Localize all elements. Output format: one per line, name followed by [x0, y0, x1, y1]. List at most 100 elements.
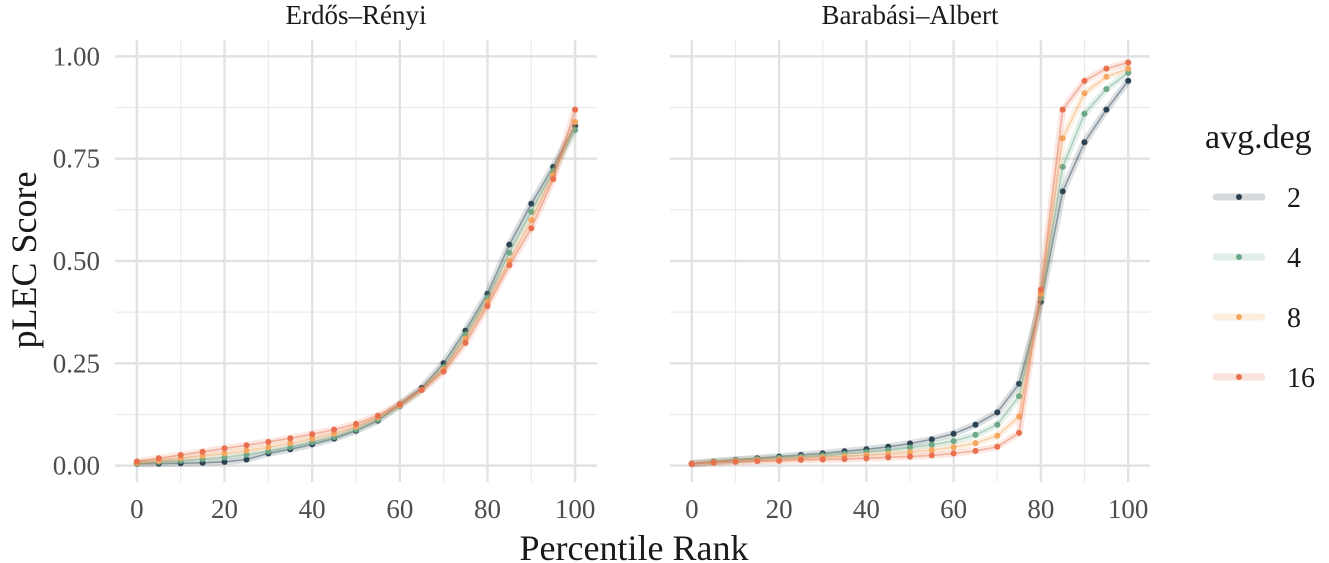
data-point	[243, 451, 250, 458]
data-point	[528, 217, 535, 224]
data-point	[1125, 65, 1132, 72]
legend-title: avg.deg	[1205, 119, 1312, 156]
data-point	[243, 447, 250, 454]
data-point	[484, 303, 491, 309]
data-point	[155, 455, 162, 462]
data-point	[177, 452, 184, 458]
legend: avg.deg 2 4 8 16	[1205, 119, 1315, 394]
data-point	[1081, 77, 1088, 84]
data-point	[484, 290, 491, 297]
x-tick-label: 20	[766, 494, 793, 524]
data-point	[221, 458, 228, 465]
data-point	[950, 450, 957, 457]
data-point	[950, 430, 957, 437]
legend-key-point	[1236, 374, 1242, 380]
data-point	[1037, 294, 1044, 301]
data-point	[506, 262, 513, 269]
y-tick-label: 0.50	[53, 246, 100, 276]
data-point	[1037, 286, 1044, 293]
data-point	[1103, 86, 1110, 93]
data-point	[1037, 290, 1044, 297]
data-point	[243, 456, 250, 463]
legend-key-point	[1236, 194, 1242, 200]
y-tick-label: 0.75	[53, 144, 100, 174]
data-point	[907, 444, 913, 451]
data-point	[265, 444, 272, 451]
data-point	[572, 106, 579, 113]
data-point	[374, 412, 381, 419]
legend-label: 2	[1287, 183, 1301, 214]
data-point	[1059, 135, 1066, 142]
data-point	[199, 452, 206, 459]
data-point	[199, 448, 206, 455]
legend-label: 16	[1287, 363, 1315, 394]
data-point	[994, 409, 1001, 416]
x-axis-label: Percentile Rank	[520, 528, 749, 563]
data-point	[1081, 110, 1088, 117]
legend-item: 8	[1212, 303, 1301, 334]
x-tick-label: 100	[1108, 494, 1149, 524]
series-2	[688, 77, 1132, 468]
panel-title: Barabási–Albert	[822, 0, 999, 30]
x-tick-label: 0	[685, 494, 699, 524]
data-point	[1103, 73, 1110, 80]
data-point	[331, 426, 338, 433]
data-point	[484, 294, 491, 301]
data-point	[265, 448, 272, 455]
legend-item: 16	[1212, 363, 1315, 394]
x-tick-label: 80	[474, 494, 501, 524]
x-tick-label: 0	[130, 494, 144, 524]
data-point	[462, 327, 469, 334]
data-point	[1016, 380, 1023, 387]
panel-2: Barabási–Albert 0 20 40 60 80 100	[670, 0, 1150, 524]
data-point	[994, 443, 1001, 450]
data-point	[506, 258, 513, 264]
y-tick-label: 0.00	[53, 451, 100, 481]
data-point	[440, 360, 447, 367]
series-4	[688, 69, 1132, 468]
data-point	[550, 163, 557, 170]
data-point	[907, 449, 913, 456]
data-point	[1103, 106, 1110, 113]
data-point	[1016, 393, 1023, 400]
data-point	[484, 298, 491, 305]
data-point	[1037, 298, 1044, 305]
data-point	[331, 430, 338, 437]
legend-label: 8	[1287, 303, 1301, 334]
data-point	[506, 249, 513, 256]
data-point	[863, 455, 870, 462]
data-point	[1125, 77, 1132, 84]
data-point	[1059, 163, 1066, 170]
data-point	[462, 331, 469, 338]
data-point	[309, 435, 316, 442]
panel-1: Erdős–Rényi 0 20 40 60 80 100	[115, 0, 597, 524]
data-point	[950, 438, 957, 445]
data-point	[221, 445, 228, 452]
data-point	[841, 456, 848, 463]
data-point	[572, 118, 579, 125]
data-point	[265, 438, 272, 445]
panels-layer: 0.00 0.25 0.50 0.75 1.00 Erdős–Rényi 0 20 40 60 80…	[53, 0, 1150, 524]
legend-key-point	[1236, 314, 1242, 320]
data-point	[287, 444, 294, 451]
x-tick-label: 60	[940, 494, 967, 524]
data-point	[776, 457, 783, 464]
x-tick-label: 100	[555, 494, 596, 524]
series-16	[133, 106, 579, 465]
panel-title: Erdős–Rényi	[286, 0, 427, 30]
data-point	[418, 386, 425, 393]
data-point	[819, 456, 826, 463]
data-point	[1125, 69, 1132, 76]
data-point	[950, 444, 957, 451]
data-point	[907, 453, 913, 460]
data-point	[528, 208, 535, 215]
data-point	[907, 440, 913, 447]
legend-key-point	[1236, 254, 1242, 260]
data-point	[396, 401, 403, 408]
data-point	[928, 447, 935, 454]
data-point	[928, 452, 935, 459]
data-point	[1059, 188, 1066, 195]
data-point	[1016, 413, 1023, 420]
data-point	[1016, 429, 1023, 436]
